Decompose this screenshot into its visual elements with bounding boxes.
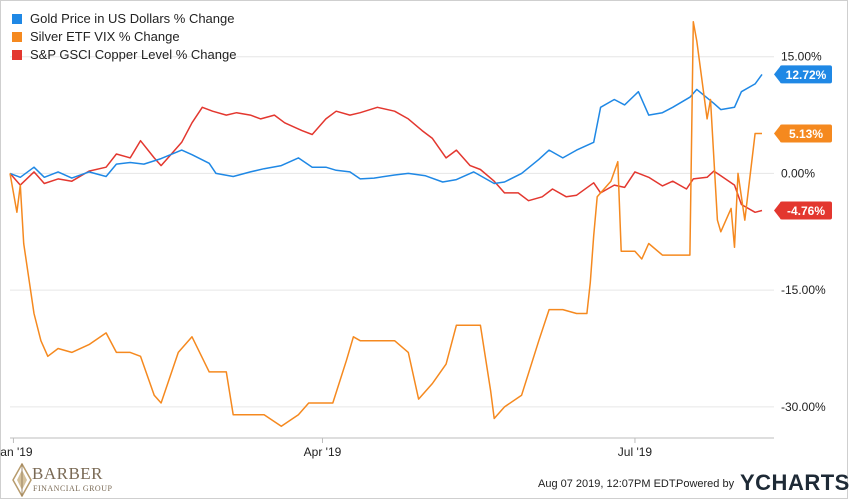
series-line-copper <box>9 106 763 214</box>
end-label-box <box>780 65 832 84</box>
y-axis: 15.00% 0.00% -15.00% -30.00% <box>781 50 826 414</box>
plot-background <box>10 10 774 438</box>
end-label-gold: 12.72% <box>774 65 832 84</box>
series-lines <box>9 20 763 428</box>
end-label-silver: 5.13% <box>774 124 832 143</box>
series-line-silver <box>9 20 762 428</box>
legend-swatch-gold <box>12 14 22 24</box>
end-label-value: 5.13% <box>789 127 823 141</box>
powered-by-text: Powered by <box>676 478 735 490</box>
y-tick-label: 0.00% <box>781 166 815 180</box>
gridlines <box>10 56 774 408</box>
end-label-value: 12.72% <box>786 68 827 82</box>
legend: Gold Price in US Dollars % Change Silver… <box>12 10 236 64</box>
x-tick-label: Jan '19 <box>0 445 33 459</box>
legend-label-gold: Gold Price in US Dollars % Change <box>30 11 235 26</box>
ycharts-logo[interactable]: YCHARTS <box>740 470 850 495</box>
legend-label-silver: Silver ETF VIX % Change <box>30 29 180 44</box>
end-label-box <box>780 124 832 143</box>
end-label-pointer <box>774 201 781 220</box>
end-label-pointer <box>774 65 781 84</box>
end-labels: 12.72% 5.13% -4.76% <box>774 65 832 220</box>
footer-timestamp: Aug 07 2019, 12:07PM EDT. <box>538 478 678 490</box>
end-label-copper: -4.76% <box>774 201 832 220</box>
legend-item-copper[interactable]: S&P GSCI Copper Level % Change <box>12 46 236 64</box>
x-tick-label: Jul '19 <box>618 445 653 459</box>
series-line-gold <box>9 73 763 185</box>
legend-swatch-silver <box>12 32 22 42</box>
barber-logo-mark-icon <box>12 463 32 497</box>
end-label-value: -4.76% <box>787 204 825 218</box>
y-tick-label: 15.00% <box>781 50 822 64</box>
end-label-box <box>780 201 832 220</box>
end-label-pointer <box>774 124 781 143</box>
y-tick-label: -30.00% <box>781 400 826 414</box>
legend-item-silver[interactable]: Silver ETF VIX % Change <box>12 28 236 46</box>
legend-item-gold[interactable]: Gold Price in US Dollars % Change <box>12 10 236 28</box>
barber-logo-name: BARBER <box>32 464 104 483</box>
barber-logo-subtitle: FINANCIAL GROUP <box>33 484 113 493</box>
legend-swatch-copper <box>12 50 22 60</box>
y-tick-label: -15.00% <box>781 283 826 297</box>
x-axis: Jan '19 Apr '19 Jul '19 <box>0 437 774 459</box>
x-tick-label: Apr '19 <box>304 445 342 459</box>
legend-label-copper: S&P GSCI Copper Level % Change <box>30 47 237 62</box>
